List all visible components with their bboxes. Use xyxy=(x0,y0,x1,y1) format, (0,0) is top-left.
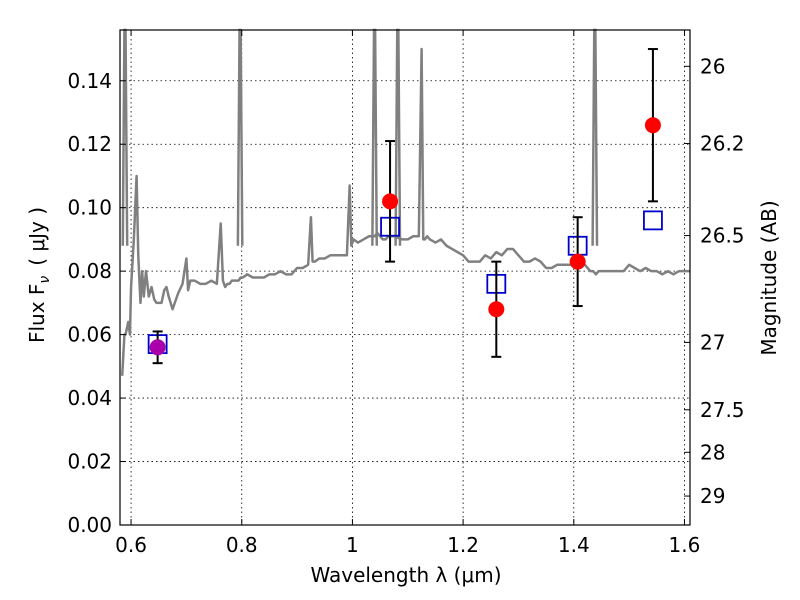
y-ticks: 0.00 0.02 0.04 0.06 0.08 0.10 0.12 0.14 xyxy=(67,69,126,537)
emission-spikes xyxy=(121,28,599,246)
magnitude-ticks: 26 26.2 26.5 27 27.5 28 29 xyxy=(684,54,745,508)
observed-point xyxy=(149,339,166,356)
x-ticks: 0.6 0.8 1 1.2 1.4 1.6 xyxy=(115,30,700,557)
magnitude-tick-label: 26.5 xyxy=(700,224,745,248)
y-axis-label-main: Flux F xyxy=(25,284,49,343)
magnitude-tick-label: 26 xyxy=(700,54,725,78)
x-tick-label: 1.2 xyxy=(447,533,479,557)
x-tick-label: 1.4 xyxy=(558,533,590,557)
magnitude-tick-label: 29 xyxy=(700,484,725,508)
spectrum-line-group xyxy=(120,47,690,376)
y-tick-label: 0.10 xyxy=(67,196,112,220)
x-axis-label: Wavelength λ (μm) xyxy=(310,563,501,587)
observed-point xyxy=(644,117,661,134)
spectrum-line xyxy=(120,47,690,376)
y-axis-label: Flux Fν ( μJy ) xyxy=(25,207,53,343)
observed-point xyxy=(488,301,505,318)
y-tick-label: 0.08 xyxy=(67,259,112,283)
axis-labels: Wavelength λ (μm) Flux Fν ( μJy ) Magnitu… xyxy=(25,200,781,587)
x-tick-label: 1 xyxy=(346,533,359,557)
y-axis-label-sub: ν xyxy=(37,276,53,284)
observed-point xyxy=(382,193,399,210)
emission-spike xyxy=(236,28,244,246)
y-tick-label: 0.06 xyxy=(67,323,112,347)
magnitude-tick-label: 27.5 xyxy=(700,398,745,422)
magnitude-tick-label: 27 xyxy=(700,330,725,354)
x-tick-label: 1.6 xyxy=(669,533,701,557)
axes xyxy=(119,29,691,526)
y-tick-label: 0.02 xyxy=(67,450,112,474)
y-tick-label: 0.12 xyxy=(67,132,112,156)
grid-lines xyxy=(120,30,690,526)
model-square xyxy=(643,210,663,231)
y-tick-label: 0.14 xyxy=(67,69,112,93)
y-axis-label-unit: ( μJy ) xyxy=(25,207,49,266)
photometry-points xyxy=(147,48,663,365)
emission-spike xyxy=(394,28,402,246)
x-tick-label: 0.6 xyxy=(115,533,147,557)
plot-frame xyxy=(119,29,691,526)
emission-spike xyxy=(591,28,599,246)
magnitude-axis-label: Magnitude (AB) xyxy=(757,200,781,355)
magnitude-tick-label: 26.2 xyxy=(700,131,745,155)
x-tick-label: 0.8 xyxy=(226,533,258,557)
y-tick-label: 0.04 xyxy=(67,386,112,410)
emission-spike xyxy=(121,28,129,246)
emission-spike xyxy=(371,28,379,246)
y-tick-label: 0.00 xyxy=(67,513,112,537)
observed-point xyxy=(569,253,586,270)
magnitude-tick-label: 28 xyxy=(700,440,725,464)
